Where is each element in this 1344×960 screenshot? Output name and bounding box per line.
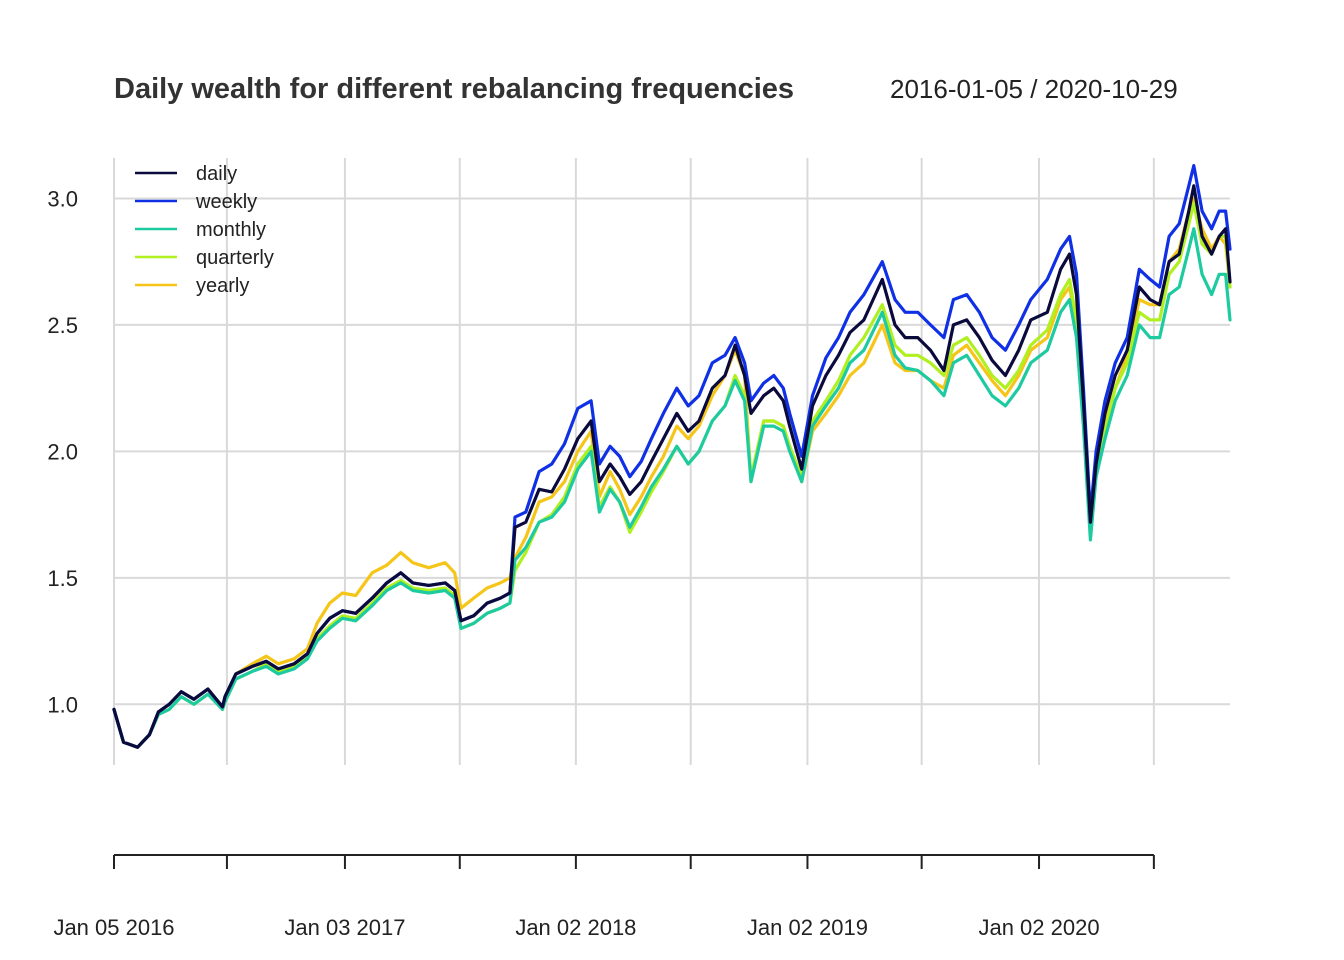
y-tick-label: 2.5 [47,313,78,338]
y-tick-label: 2.0 [47,439,78,464]
y-tick-label: 3.0 [47,186,78,211]
y-tick-label: 1.5 [47,566,78,591]
series-line-quarterly [112,201,1232,749]
legend-label-quarterly: quarterly [196,247,274,269]
series-line-daily [112,184,1232,749]
x-tick-label: Jan 02 2020 [978,915,1099,940]
x-tick-label: Jan 02 2018 [515,915,636,940]
x-axis: Jan 05 2016 Jan 03 2017 Jan 02 2018 Jan 02 … [53,854,1155,940]
y-axis-labels: 1.0 1.5 2.0 2.5 3.0 [47,186,78,717]
series-line-yearly [112,196,1232,749]
series-layer [112,164,1232,749]
x-tick-label: Jan 03 2017 [284,915,405,940]
legend-label-yearly: yearly [196,275,249,297]
x-tick-label: Jan 02 2019 [747,915,868,940]
x-tick-label: Jan 05 2016 [53,915,174,940]
chart-title: Daily wealth for different rebalancing f… [114,73,794,105]
legend-label-monthly: monthly [196,219,266,241]
legend-label-daily: daily [196,163,237,185]
grid-layer [113,158,1230,765]
legend-label-weekly: weekly [195,191,257,213]
legend: daily weekly monthly quarterly yearly [135,163,274,297]
chart-date-range: 2016-01-05 / 2020-10-29 [890,74,1178,104]
y-tick-label: 1.0 [47,692,78,717]
